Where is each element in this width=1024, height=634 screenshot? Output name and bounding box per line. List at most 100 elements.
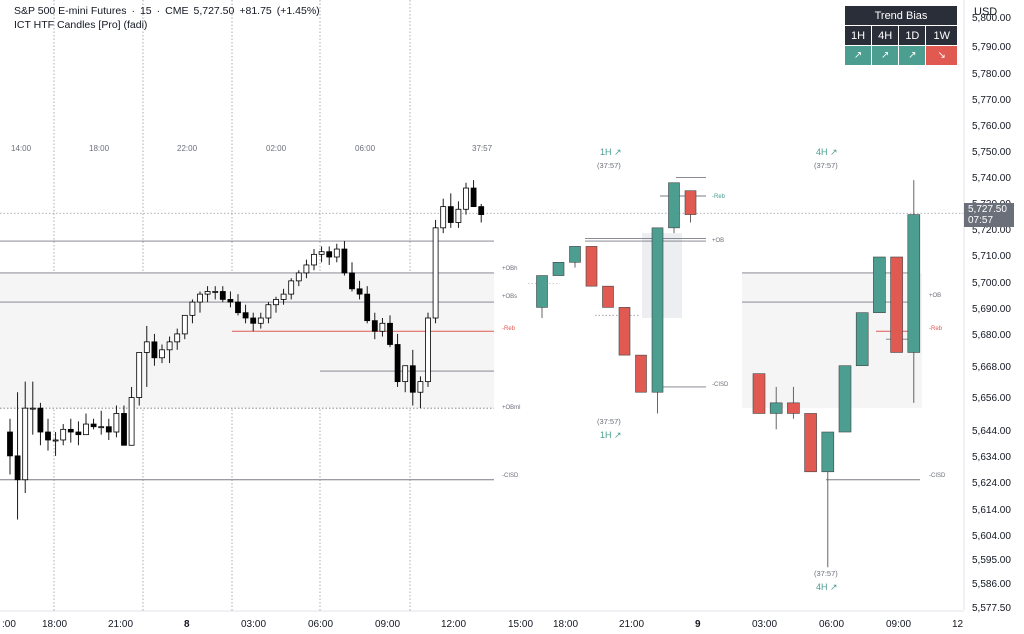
trend-arrow-up-icon: ↗ [871, 45, 900, 66]
time-tick: 06:00 [819, 619, 844, 630]
ltf-candle [121, 413, 127, 446]
ltf-candle [280, 293, 287, 300]
ltf-candle [219, 291, 226, 300]
ltf-candle [189, 301, 196, 316]
htf-4h-candle [873, 256, 886, 313]
time-tick: 21:00 [619, 619, 644, 630]
ltf-candles-layer[interactable] [7, 180, 485, 520]
ltf-candle [478, 206, 485, 215]
ltf-candle [22, 407, 29, 481]
price-axis[interactable]: 5,800.00 5,790.00 5,780.00 5,770.00 5,76… [972, 13, 1011, 614]
time-axis[interactable]: :00 18:00 21:00 8 03:00 06:00 09:00 12:0… [2, 619, 964, 630]
trend-bias-title: Trend Bias [844, 5, 958, 26]
trend-bias-tf-4h: 4H [871, 25, 900, 46]
price-tick: 5,668.00 [972, 362, 1011, 373]
time-tick: 09:00 [886, 619, 911, 630]
ltf-candle [128, 397, 135, 446]
ltf-candle [7, 431, 13, 457]
time-tick: 12 [952, 619, 964, 630]
ltf-candle [402, 365, 409, 383]
ltf-candle [311, 253, 317, 266]
time-tick: 09:00 [375, 619, 400, 630]
ltf-candle [242, 312, 249, 319]
ltf-candle [265, 304, 272, 319]
ltf-candle [463, 187, 469, 210]
ltf-candle [371, 320, 378, 332]
last-price-value: 5,727.50 [968, 204, 1007, 215]
htf-1h-candle [684, 190, 697, 215]
time-tick: 03:00 [752, 619, 777, 630]
htf-4h-candle [890, 256, 903, 353]
trend-arrow-down-icon: ↘ [925, 45, 958, 66]
ltf-candle [136, 352, 143, 398]
htf-4h-candles-layer[interactable] [752, 180, 921, 568]
htf-1h-candle [618, 307, 631, 356]
ltf-candle [257, 317, 264, 324]
ltf-candle [60, 428, 67, 441]
top-time-label: 06:00 [355, 144, 376, 153]
trend-bias-tf-1d: 1D [898, 25, 927, 46]
ltf-candle [181, 314, 188, 335]
ltf-candle [326, 251, 333, 258]
price-tick: 5,586.00 [972, 579, 1011, 590]
htf-4h-candle [907, 214, 921, 353]
htf-4h-label-top: 4H ↗ [816, 147, 838, 157]
htf-4h-candle [855, 312, 869, 367]
trend-arrow-up-icon: ↗ [898, 45, 927, 66]
htf-1h-candle [635, 354, 647, 393]
ltf-candle [197, 293, 203, 303]
time-tick: 8 [184, 619, 190, 630]
price-axis-currency[interactable]: USD [974, 6, 998, 18]
time-tick: :00 [2, 619, 16, 630]
level-label-reb-4h: -Reb [929, 326, 943, 332]
ltf-candle [14, 455, 21, 481]
ltf-candle [440, 206, 447, 229]
legend-indicator-row[interactable]: ICT HTF Candles [Pro] (fadi) [14, 19, 152, 31]
ltf-candle [83, 423, 89, 436]
htf-1h-candles-layer[interactable] [536, 182, 697, 414]
price-tick: 5,595.00 [972, 555, 1011, 566]
time-tick: 18:00 [42, 619, 67, 630]
level-label-reb-1h: -Reb [712, 194, 726, 200]
ltf-candle [425, 317, 431, 383]
ltf-candle [52, 439, 59, 442]
ltf-candle [45, 431, 51, 441]
legend-symbol[interactable]: S&P 500 E-mini Futures [14, 5, 127, 17]
legend-indicator[interactable]: ICT HTF Candles [Pro] (fadi) [14, 19, 148, 31]
top-time-label: 14:00 [11, 144, 32, 153]
ltf-candle [166, 341, 173, 351]
trend-bias-table: Trend Bias 1H 4H 1D 1W ↗ ↗ ↗ ↘ [843, 5, 958, 66]
ltf-candle [288, 280, 295, 295]
time-tick: 03:00 [241, 619, 266, 630]
ltf-candle [75, 431, 82, 436]
level-label-cisd-4h: -CISD [929, 473, 946, 479]
level-label-obml: +OBml [502, 405, 521, 411]
legend-symbol-row[interactable]: S&P 500 E-mini Futures · 15 · CME 5,727.50 +81… [14, 5, 320, 17]
level-label-reb: -Reb [502, 326, 516, 332]
ltf-candle [356, 288, 363, 295]
price-tick: 5,690.00 [972, 304, 1011, 315]
price-tick: 5,770.00 [972, 95, 1011, 106]
last-price-tag: 5,727.50 07:57 [964, 203, 1014, 227]
price-tick: 5,614.00 [972, 505, 1011, 516]
price-tick: 5,634.00 [972, 452, 1011, 463]
htf-1h-candle [585, 246, 598, 287]
time-tick: 15:00 [508, 619, 533, 630]
time-tick: 06:00 [308, 619, 333, 630]
htf-4h-candle [787, 402, 800, 414]
ltf-candle [455, 208, 462, 223]
htf-1h-candle [602, 285, 614, 308]
ltf-candle [212, 291, 219, 293]
htf-1h-candle [651, 227, 664, 393]
top-time-label: 18:00 [89, 144, 110, 153]
bar-countdown: 07:57 [968, 215, 994, 226]
trend-bias-tf-1h: 1H [843, 25, 873, 46]
top-time-label: 22:00 [177, 144, 198, 153]
ltf-candle [159, 349, 165, 359]
htf-1h-timer-bottom: (37:57) [597, 417, 621, 426]
legend-change-pct: (+1.45%) [276, 5, 320, 17]
price-tick: 5,750.00 [972, 147, 1011, 158]
price-tick: 5,780.00 [972, 69, 1011, 80]
